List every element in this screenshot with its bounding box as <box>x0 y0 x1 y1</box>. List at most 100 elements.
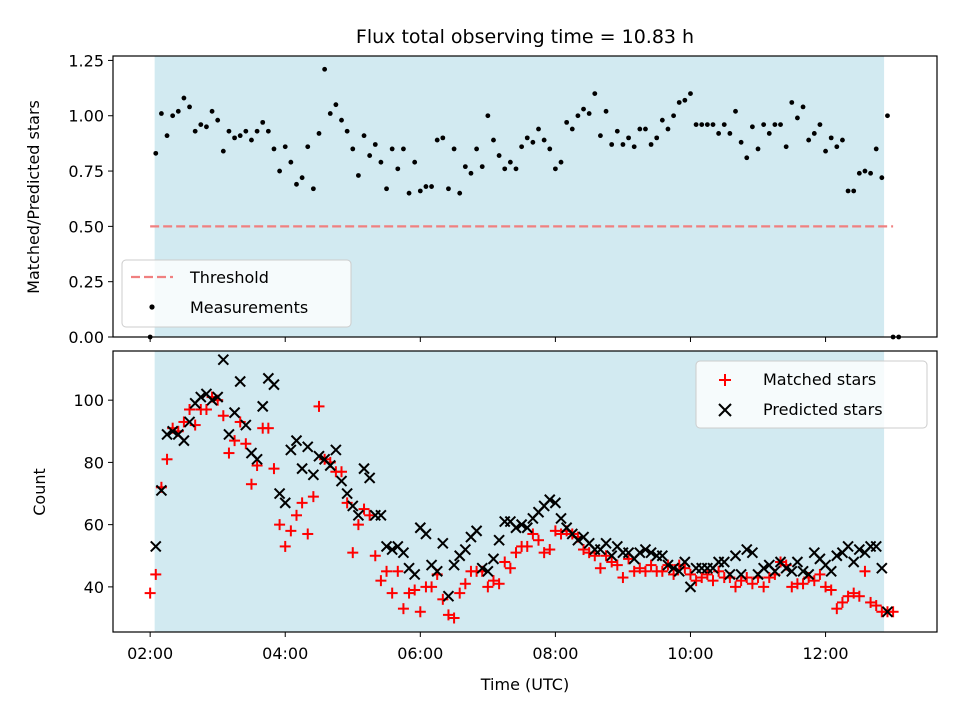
matched-stars-point <box>735 575 747 587</box>
predicted-stars-point <box>881 606 894 618</box>
measurement-point <box>609 142 615 147</box>
measurement-point <box>755 146 761 152</box>
measurement-point <box>783 144 789 150</box>
measurement-point <box>249 137 254 143</box>
predicted-stars-point <box>656 550 669 562</box>
matched-stars-point <box>521 540 533 552</box>
measurement-point <box>626 135 631 141</box>
predicted-stars-point <box>352 509 365 522</box>
matched-stars-point <box>262 422 274 434</box>
matched-stars-point <box>493 578 505 590</box>
measurement-point <box>181 95 187 101</box>
matched-stars-point <box>352 519 364 531</box>
matched-stars-point <box>617 572 629 584</box>
predicted-stars-point <box>521 522 533 534</box>
measurement-point <box>671 113 676 119</box>
matched-stars-point <box>825 584 837 596</box>
measurement-point <box>440 135 446 141</box>
matched-stars-point <box>639 565 651 577</box>
matched-stars-point <box>381 565 393 577</box>
measurement-point <box>614 128 620 134</box>
count-plot-y-tick-label: 60 <box>84 516 104 535</box>
count-plot-legend: Matched stars Predicted stars <box>695 360 928 429</box>
measurement-point <box>659 117 665 123</box>
matched-stars-point <box>229 435 241 447</box>
measurement-point <box>350 146 356 152</box>
measurement-point <box>361 133 367 139</box>
matched-stars-point <box>504 562 516 574</box>
predicted-stars-point <box>240 419 252 431</box>
predicted-stars-point <box>420 528 432 540</box>
predicted-stars-point <box>166 425 179 437</box>
matched-stars-point <box>555 528 567 540</box>
predicted-stars-point <box>718 556 730 568</box>
measurement-point <box>372 142 378 147</box>
measurement-point <box>592 91 598 97</box>
measurement-point <box>277 168 283 174</box>
ratio-plot-y-tick-label: 1.00 <box>68 107 104 126</box>
measurement-point <box>856 170 862 176</box>
measurement-point <box>339 117 344 123</box>
predicted-stars-point <box>842 540 854 553</box>
predicted-stars-point <box>459 543 472 556</box>
measurement-point <box>434 137 440 143</box>
ratio-plot-y-tick-label: 0.00 <box>68 328 104 347</box>
predicted-stars-point <box>217 354 230 366</box>
matched-stars-legend-label: Matched stars <box>763 370 876 389</box>
measurement-point <box>586 111 592 116</box>
matched-stars-point <box>820 581 832 593</box>
matched-stars-point <box>684 568 696 580</box>
measurement-point <box>603 108 609 114</box>
measurement-point <box>569 126 575 132</box>
matched-stars-point <box>144 587 156 599</box>
measurement-point <box>547 146 553 152</box>
ratio-plot: Flux total observing time = 10.83 h 0.00… <box>24 26 938 347</box>
predicted-stars-point <box>684 581 697 593</box>
measurement-point <box>305 144 311 150</box>
predicted-stars-point <box>150 540 162 553</box>
measurement-point <box>637 126 643 132</box>
matched-stars-point <box>369 550 381 562</box>
x-tick-label: 04:00 <box>262 644 308 663</box>
predicted-stars-point <box>786 565 798 578</box>
predicted-stars-point <box>335 475 348 487</box>
matched-stars-point <box>414 606 426 618</box>
matched-stars-point <box>336 466 348 478</box>
measurement-point <box>367 153 373 158</box>
measurement-point <box>344 128 350 134</box>
measurement-point <box>524 135 530 141</box>
matched-stars-point <box>606 556 618 568</box>
matched-stars-point <box>290 509 302 521</box>
predicted-stars-point <box>470 525 483 537</box>
matched-stars-point <box>245 478 257 490</box>
matched-stars-point <box>853 590 865 602</box>
predicted-stars-point <box>330 444 342 456</box>
measurement-point <box>727 131 733 136</box>
predicted-stars-point <box>769 565 781 578</box>
ratio-plot-y-tick-label: 0.50 <box>68 217 104 236</box>
matched-stars-point <box>426 581 438 593</box>
measurement-point <box>327 111 333 116</box>
measurement-point <box>502 166 508 172</box>
matched-stars-point <box>763 572 775 584</box>
predicted-stars-point <box>831 550 843 562</box>
predicted-stars-point <box>572 534 584 546</box>
count-plot-y-tick-label: 80 <box>84 453 104 472</box>
matched-stars-point <box>386 587 398 599</box>
measurement-point <box>271 146 277 152</box>
predicted-stars-point <box>555 512 567 525</box>
measurement-point <box>811 131 817 136</box>
matched-stars-point <box>696 572 708 584</box>
matched-stars-point <box>223 447 235 459</box>
measurement-point <box>772 122 778 127</box>
measurement-point <box>823 148 828 154</box>
predicted-stars-point <box>195 391 207 403</box>
measurement-point <box>620 142 626 147</box>
predicted-stars-point <box>448 559 460 571</box>
measurement-point <box>519 144 525 150</box>
measurement-point <box>716 131 722 136</box>
matched-stars-point <box>814 568 826 580</box>
matched-stars-point <box>645 559 657 571</box>
matched-stars-points <box>144 391 899 624</box>
predicted-stars-point <box>347 500 359 512</box>
